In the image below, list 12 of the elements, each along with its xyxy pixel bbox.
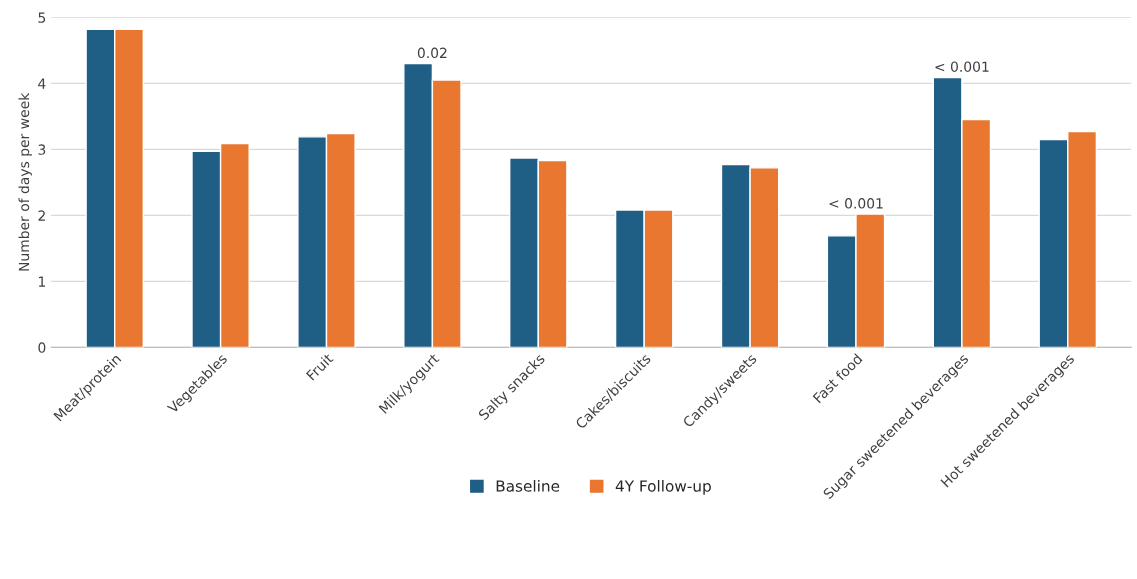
y-tick-label: 3 <box>38 144 46 155</box>
annotation: < 0.001 <box>935 61 989 72</box>
annotation: 0.02 <box>417 47 447 59</box>
y-axis-title: Number of days per week <box>18 92 32 271</box>
y-tick-label: 1 <box>38 276 46 287</box>
y-tick-label: 4 <box>38 78 46 89</box>
legend-label: 4Y Follow-up <box>615 479 711 495</box>
y-tick-label: 0 <box>38 342 46 353</box>
annotation: < 0.001 <box>829 198 883 209</box>
legend-label: Baseline <box>496 479 560 492</box>
y-tick-label: 5 <box>38 12 46 23</box>
y-tick-label: 2 <box>38 210 45 221</box>
